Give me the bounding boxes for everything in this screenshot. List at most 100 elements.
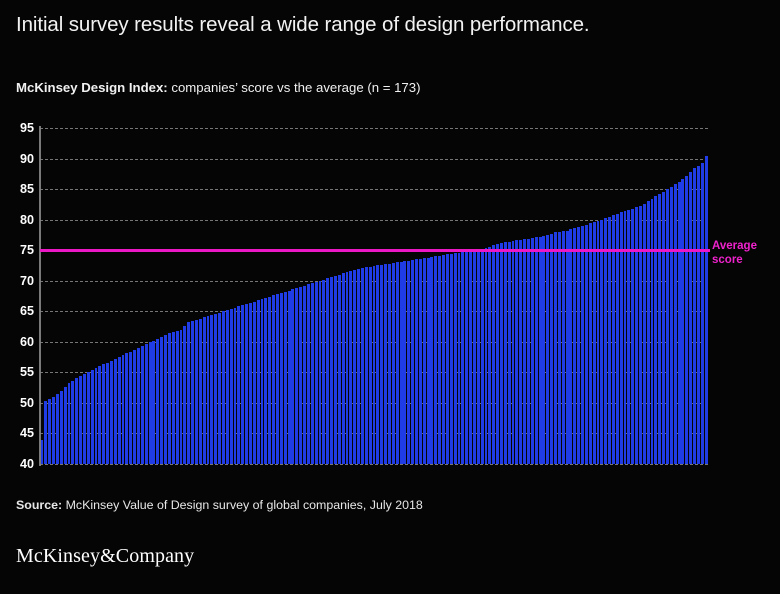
bar <box>113 358 117 464</box>
bar <box>194 319 198 464</box>
bar <box>627 209 631 464</box>
bar <box>484 247 488 464</box>
bar <box>260 299 264 464</box>
gridline-95 <box>40 128 708 129</box>
bar <box>86 371 90 464</box>
bar <box>403 261 407 464</box>
bar <box>557 231 561 464</box>
bar <box>565 230 569 464</box>
y-tick-label-50: 50 <box>19 395 34 410</box>
bar <box>368 266 372 464</box>
bar <box>449 253 453 464</box>
bar <box>476 249 480 464</box>
bar <box>542 236 546 464</box>
bar <box>152 340 156 464</box>
bar <box>430 256 434 464</box>
bar <box>121 355 125 464</box>
chart-subtitle-rest: companies’ score vs the average (n = 173… <box>167 80 421 95</box>
bar <box>268 296 272 464</box>
bar <box>596 220 600 464</box>
source-note-lead: Source: <box>16 498 63 512</box>
bar <box>183 325 187 464</box>
bar <box>638 205 642 464</box>
bar <box>210 314 214 464</box>
bar <box>550 233 554 464</box>
bar <box>44 401 48 464</box>
bar <box>696 165 700 464</box>
bar <box>538 236 542 464</box>
bar <box>295 288 299 464</box>
bar <box>681 179 685 464</box>
bar <box>488 246 492 464</box>
bar <box>241 305 245 464</box>
bar <box>59 390 63 464</box>
bar <box>52 396 55 464</box>
bar <box>90 369 94 464</box>
bar <box>434 256 438 464</box>
bar <box>662 191 666 464</box>
bar <box>600 219 604 464</box>
bar <box>299 286 303 464</box>
gridline-40 <box>40 464 708 465</box>
bar <box>384 264 388 464</box>
bar <box>442 255 445 464</box>
bar <box>202 317 206 464</box>
bar <box>631 208 635 464</box>
bar <box>353 269 357 464</box>
bar <box>326 278 330 464</box>
bar <box>314 281 318 464</box>
y-axis-line <box>39 126 41 466</box>
bar <box>611 214 615 464</box>
bar <box>171 332 175 464</box>
bar <box>94 368 98 464</box>
bar <box>700 163 704 464</box>
bar <box>148 342 152 464</box>
bar <box>71 380 75 464</box>
bar <box>360 267 364 464</box>
bar <box>658 193 662 464</box>
bar <box>496 244 500 464</box>
bar <box>519 239 523 464</box>
bar <box>310 283 314 464</box>
bar <box>561 231 565 464</box>
average-score-line <box>40 249 710 253</box>
plot-area <box>40 128 708 465</box>
bar <box>330 277 333 464</box>
bar <box>472 250 476 464</box>
bar <box>457 252 461 464</box>
bar <box>372 266 376 464</box>
bar <box>654 196 658 464</box>
bar <box>221 311 225 464</box>
gridline-85 <box>40 189 708 191</box>
bar <box>206 316 210 464</box>
bar <box>318 280 322 464</box>
bar <box>75 378 79 464</box>
bar <box>256 300 260 464</box>
bar <box>619 212 623 464</box>
bar <box>218 312 222 464</box>
y-tick-label-85: 85 <box>19 182 34 197</box>
y-tick-label-55: 55 <box>19 365 34 380</box>
bar <box>357 268 361 464</box>
bar <box>426 257 430 464</box>
bar <box>48 399 52 464</box>
bar <box>534 237 538 464</box>
bar <box>233 307 237 464</box>
mckinsey-logo: McKinsey&Company <box>16 545 195 567</box>
bar <box>129 351 133 464</box>
bar <box>67 383 71 464</box>
bar <box>179 329 183 464</box>
y-tick-label-90: 90 <box>19 151 34 166</box>
bar <box>341 273 345 464</box>
bar <box>623 211 627 464</box>
bar <box>106 362 110 464</box>
bar <box>492 245 496 464</box>
bar <box>245 303 249 464</box>
bar <box>615 213 619 464</box>
bar <box>272 295 276 464</box>
bar <box>573 228 577 464</box>
bar <box>642 203 646 464</box>
bar <box>530 237 534 464</box>
bar <box>102 364 106 464</box>
